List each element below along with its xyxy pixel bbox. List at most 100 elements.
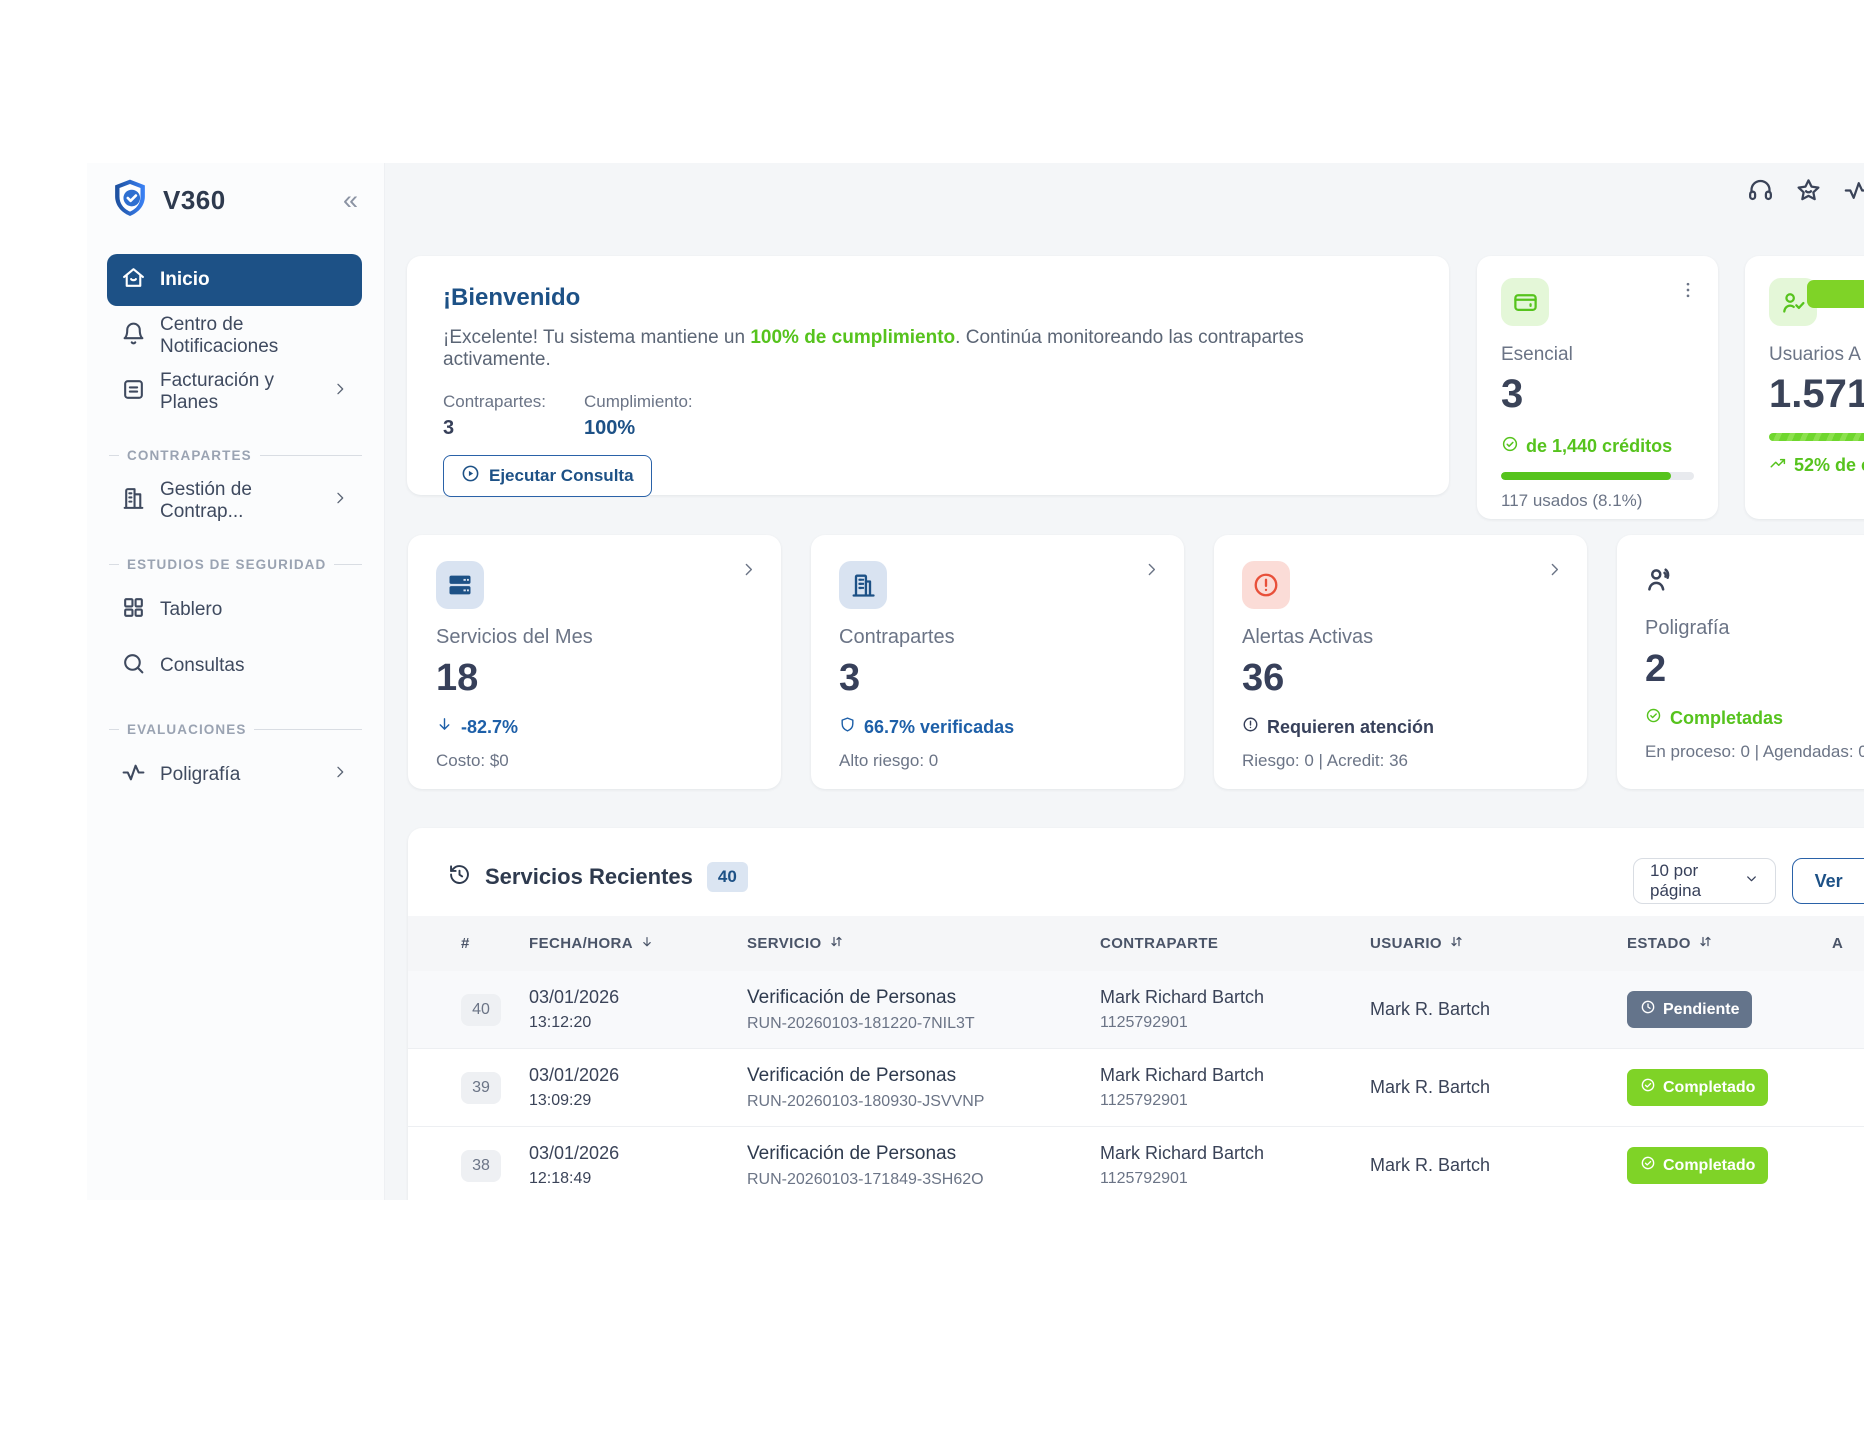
chevron-right-icon [332, 381, 348, 403]
users-title: Usuarios A [1769, 344, 1861, 365]
cell-fecha: 03/01/2026 12:18:49 [529, 1143, 620, 1187]
alertas-value: 36 [1242, 657, 1285, 699]
person-speaking-icon [1645, 565, 1864, 600]
sidebar-item-tablero[interactable]: Tablero [107, 584, 362, 636]
check-circle-icon [1640, 1077, 1656, 1098]
sidebar-item-poligrafia[interactable]: Poligrafía [107, 749, 362, 801]
users-value: 1.571 [1769, 372, 1864, 416]
users-trend: 52% de c [1769, 454, 1864, 477]
welcome-title: ¡Bienvenido [443, 284, 581, 311]
table-row[interactable]: 38 03/01/2026 12:18:49 Verificación de Pe… [408, 1127, 1864, 1200]
activity-icon [121, 760, 146, 791]
bell-icon [121, 321, 146, 352]
col-header-usuario[interactable]: USUARIO [1370, 934, 1627, 953]
invoice-icon [121, 377, 146, 408]
contrapartes-value: 3 [839, 657, 861, 699]
credits-progress-bar [1501, 472, 1694, 480]
contrapartes-card: Contrapartes 3 66.7% verificadas Alto ri… [811, 535, 1184, 789]
sidebar-item-label: Facturación y Planes [160, 370, 275, 413]
clock-icon [1640, 999, 1656, 1020]
servicios-mes-card: Servicios del Mes 18 -82.7% Costo: $0 [408, 535, 781, 789]
contrapartes-verified: 66.7% verificadas [839, 716, 1156, 738]
credits-usage: 117 usados (8.1%) [1501, 491, 1643, 510]
card-link-chevron-icon[interactable] [740, 561, 757, 583]
chevron-right-icon [332, 490, 348, 512]
sort-icon [1449, 934, 1464, 953]
cell-servicio: Verificación de Personas RUN-20260103-180… [747, 1064, 985, 1110]
cell-contraparte: Mark Richard Bartch 1125792901 [1100, 1143, 1265, 1187]
sidebar: V360 « Inicio Centro de Notificaciones F… [87, 163, 385, 1200]
sidebar-item-label: Centro de Notificaciones [160, 314, 279, 357]
main-content: ¡Bienvenido ¡Excelente! Tu sistema manti… [385, 163, 1864, 1200]
cumplimiento-value: 100% [584, 417, 636, 439]
search-icon [121, 651, 146, 682]
ejecutar-consulta-button[interactable]: Ejecutar Consulta [443, 455, 652, 497]
col-header-contraparte[interactable]: CONTRAPARTE [1100, 935, 1219, 952]
table-count-badge: 40 [706, 862, 748, 892]
status-badge: Completado [1627, 1147, 1769, 1184]
sort-icon [829, 934, 844, 953]
play-circle-icon [461, 464, 480, 488]
sidebar-section-evaluaciones: EVALUACIONES [109, 722, 362, 737]
servicios-value: 18 [436, 657, 479, 699]
poligrafia-card: Poligrafía 2 Completadas En proceso: 0 |… [1617, 535, 1864, 789]
cell-estado: Completado [1627, 1069, 1832, 1106]
page-size-select[interactable]: 10 por página [1633, 858, 1776, 904]
sidebar-section-estudios: ESTUDIOS DE SEGURIDAD [109, 557, 362, 572]
building-icon [121, 486, 146, 517]
building-icon [839, 561, 887, 609]
cell-servicio: Verificación de Personas RUN-20260103-181… [747, 986, 975, 1032]
table-row[interactable]: 40 03/01/2026 13:12:20 Verificación de Pe… [408, 971, 1864, 1049]
cell-contraparte: Mark Richard Bartch 1125792901 [1100, 1065, 1265, 1109]
welcome-card: ¡Bienvenido ¡Excelente! Tu sistema manti… [407, 256, 1449, 497]
col-header-estado[interactable]: ESTADO [1627, 934, 1832, 953]
card-link-chevron-icon[interactable] [1143, 561, 1160, 583]
app-window: V360 « Inicio Centro de Notificaciones F… [87, 163, 1864, 1200]
usuarios-card: Usuarios A 1.571 52% de c [1745, 256, 1864, 519]
info-circle-icon [1242, 716, 1259, 738]
cell-contraparte: Mark Richard Bartch 1125792901 [1100, 987, 1265, 1031]
sidebar-item-label: Consultas [160, 655, 245, 676]
pulse-icon[interactable] [1843, 177, 1864, 209]
chevron-down-icon [1744, 871, 1759, 891]
table-row[interactable]: 39 03/01/2026 13:09:29 Verificación de Pe… [408, 1049, 1864, 1127]
card-link-chevron-icon[interactable] [1546, 561, 1563, 583]
kebab-menu-icon[interactable] [1678, 280, 1698, 305]
poligrafia-value: 2 [1645, 648, 1667, 690]
trending-up-icon [1769, 454, 1787, 477]
sidebar-item-notificaciones[interactable]: Centro de Notificaciones [107, 310, 362, 362]
ver-todos-button[interactable]: Ver [1791, 858, 1864, 904]
sidebar-collapse-button[interactable]: « [342, 185, 358, 215]
sidebar-item-facturacion[interactable]: Facturación y Planes [107, 366, 362, 418]
row-number: 39 [461, 1071, 501, 1104]
wallet-icon [1501, 278, 1549, 326]
arrow-down-icon [436, 716, 453, 738]
sidebar-item-inicio[interactable]: Inicio [107, 254, 362, 306]
app-title: V360 [163, 185, 226, 215]
servers-icon [436, 561, 484, 609]
poligrafia-completed: Completadas [1645, 707, 1864, 729]
feedback-star-icon[interactable] [1795, 177, 1822, 209]
table-header-row: # FECHA/HORA SERVICIO CONTRAPARTE USUARI… [408, 916, 1864, 971]
check-circle-icon [1501, 435, 1519, 458]
dashboard-grid-icon [121, 595, 146, 626]
history-icon [448, 863, 471, 891]
sidebar-item-label: Poligrafía [160, 764, 241, 785]
welcome-stat-contrapartes: Contrapartes: 3 [443, 392, 546, 439]
v360-shield-logo-icon [109, 177, 151, 224]
sort-icon [1698, 934, 1713, 953]
support-headset-icon[interactable] [1747, 177, 1774, 209]
users-progress-bar [1769, 433, 1864, 441]
sidebar-item-gestion-contrapartes[interactable]: Gestión de Contrap... [107, 475, 362, 527]
status-badge: Completado [1627, 1069, 1769, 1106]
col-header-fecha[interactable]: FECHA/HORA [529, 935, 747, 953]
cell-estado: Pendiente [1627, 991, 1832, 1028]
alertas-card: Alertas Activas 36 Requieren atención Ri… [1214, 535, 1587, 789]
compliance-highlight: 100% de cumplimiento [750, 327, 956, 348]
cell-usuario: Mark R. Bartch [1370, 1077, 1491, 1097]
sort-desc-icon [640, 935, 654, 953]
check-circle-icon [1645, 707, 1662, 729]
row-number: 38 [461, 1149, 501, 1182]
col-header-servicio[interactable]: SERVICIO [747, 934, 1100, 953]
sidebar-item-consultas[interactable]: Consultas [107, 640, 362, 692]
